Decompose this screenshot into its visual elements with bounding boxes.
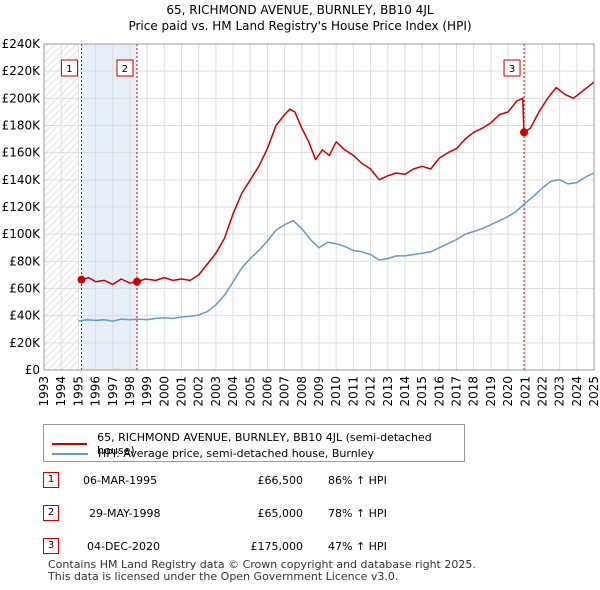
sale-date: 04-DEC-2020 <box>87 540 161 553</box>
x-tick-label: 2022 <box>535 376 549 407</box>
legend-line-property <box>52 443 88 445</box>
x-tick-label: 2021 <box>518 376 532 407</box>
x-tick-label: 2020 <box>501 376 515 407</box>
y-tick-label: £140K <box>2 173 42 187</box>
sale-number-box <box>116 59 134 77</box>
sale-number-label: 1 <box>66 64 72 75</box>
sale-price: £66,500 <box>257 474 304 487</box>
property-price-line <box>81 81 595 286</box>
sale-date: 29-MAY-1998 <box>89 507 161 520</box>
sale-hpi-change: 86% ↑ HPI <box>328 474 387 487</box>
x-tick-label: 2005 <box>243 376 257 407</box>
x-tick-label: 2024 <box>570 376 584 407</box>
price-chart: 65, RICHMOND AVENUE, BURNLEY, BB10 4JL P… <box>2 3 600 407</box>
sale-number-badge: 2 <box>43 505 59 521</box>
x-tick-label: 2003 <box>209 376 223 407</box>
legend-label-property: 65, RICHMOND AVENUE, BURNLEY, BB10 4JL (… <box>97 431 432 457</box>
x-tick-label: 2019 <box>484 376 498 407</box>
sale-number-box <box>60 59 78 77</box>
y-tick-label: £180K <box>2 119 42 133</box>
legend-line-hpi <box>52 452 88 455</box>
y-tick-label: £160K <box>2 146 42 160</box>
x-tick-label: 2014 <box>398 376 412 407</box>
sale-row: 2 29-MAY-1998 £65,000 78% ↑ HPI <box>43 505 463 525</box>
x-tick-label: 2009 <box>312 376 326 407</box>
sale-price: £65,000 <box>257 507 304 520</box>
x-tick-label: 2015 <box>415 376 429 407</box>
sale-point <box>520 128 529 137</box>
y-tick-label: £40K <box>9 309 41 323</box>
legend-label-hpi: HPI: Average price, semi-detached house,… <box>98 447 375 460</box>
x-tick-label: 2001 <box>175 376 189 407</box>
x-tick-label: 1997 <box>106 376 120 407</box>
x-tick-label: 1994 <box>54 376 68 407</box>
x-tick-label: 2002 <box>192 376 206 407</box>
sale-hpi-change: 78% ↑ HPI <box>328 507 387 520</box>
y-tick-label: £220K <box>2 64 42 78</box>
legend-item-hpi: HPI: Average price, semi-detached house,… <box>44 447 374 460</box>
x-tick-label: 2017 <box>450 376 464 407</box>
sale-row: 1 06-MAR-1995 £66,500 86% ↑ HPI <box>43 472 463 492</box>
x-tick-label: 2011 <box>346 376 360 407</box>
x-tick-label: 2016 <box>432 376 446 407</box>
footer-licence: This data is licensed under the Open Gov… <box>48 570 399 583</box>
y-tick-label: £80K <box>9 254 41 268</box>
sale-point <box>77 275 86 284</box>
sale-number-badge: 1 <box>43 472 59 488</box>
y-tick-label: £60K <box>9 282 41 296</box>
x-tick-label: 2023 <box>553 376 567 407</box>
sale-point <box>132 277 141 286</box>
x-tick-label: 2013 <box>381 376 395 407</box>
sale-date: 06-MAR-1995 <box>83 474 158 487</box>
chart-title: 65, RICHMOND AVENUE, BURNLEY, BB10 4JL <box>166 3 433 17</box>
x-tick-label: 2012 <box>364 376 378 407</box>
y-tick-label: £240K <box>2 37 42 51</box>
y-tick-label: £0 <box>25 363 40 377</box>
y-tick-label: £200K <box>2 91 42 105</box>
x-tick-label: 2025 <box>587 376 600 407</box>
x-tick-label: 2004 <box>226 376 240 407</box>
sale-number-label: 3 <box>509 64 515 75</box>
x-tick-label: 2010 <box>329 376 343 407</box>
sale-number-badge: 3 <box>43 538 59 554</box>
plot-border <box>43 43 595 371</box>
x-tick-label: 1995 <box>71 376 85 407</box>
y-tick-label: £100K <box>2 227 42 241</box>
sale-row: 3 04-DEC-2020 £175,000 47% ↑ HPI <box>43 538 463 558</box>
x-tick-label: 2008 <box>295 376 309 407</box>
x-tick-label: 1999 <box>140 376 154 407</box>
x-tick-label: 1996 <box>89 376 103 407</box>
y-tick-label: £20K <box>9 336 41 350</box>
x-tick-label: 1993 <box>37 376 51 407</box>
x-tick-label: 2000 <box>157 376 171 407</box>
legend: 65, RICHMOND AVENUE, BURNLEY, BB10 4JL (… <box>43 424 465 462</box>
footer: Contains HM Land Registry data © Crown c… <box>48 559 476 583</box>
legend-item-property: 65, RICHMOND AVENUE, BURNLEY, BB10 4JL (… <box>44 431 464 457</box>
y-tick-label: £120K <box>2 200 42 214</box>
sale-price: £175,000 <box>250 540 304 553</box>
sale-hpi-change: 47% ↑ HPI <box>328 540 387 553</box>
footer-copyright: Contains HM Land Registry data © Crown c… <box>48 558 476 571</box>
sale-number-box <box>503 59 521 77</box>
hpi-line <box>78 172 595 322</box>
x-tick-label: 2006 <box>260 376 274 407</box>
chart-subtitle: Price paid vs. HM Land Registry's House … <box>128 19 471 33</box>
sale-number-label: 2 <box>122 64 128 75</box>
x-tick-label: 2018 <box>467 376 481 407</box>
x-tick-label: 1998 <box>123 376 137 407</box>
x-tick-label: 2007 <box>278 376 292 407</box>
